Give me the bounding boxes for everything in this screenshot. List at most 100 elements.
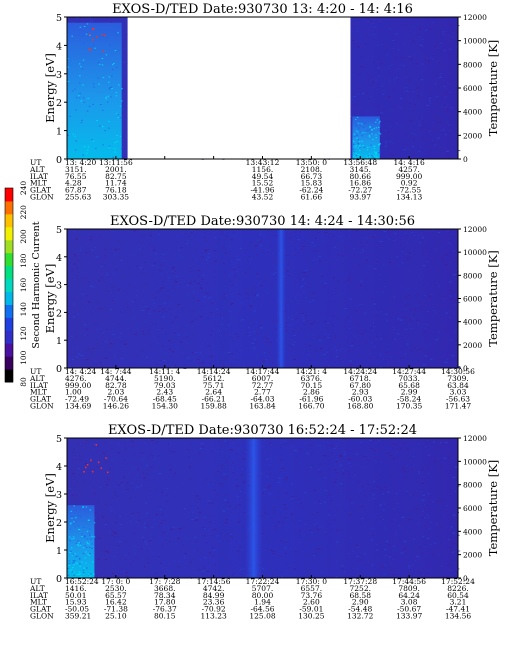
orbit-row-label: ALT xyxy=(29,584,45,593)
noise-speckle xyxy=(196,540,198,541)
enhancement-speckle xyxy=(85,33,88,35)
noise-speckle xyxy=(233,442,235,443)
high-value-speck xyxy=(86,464,89,466)
noise-speckle xyxy=(452,250,455,252)
noise-speckle xyxy=(87,233,91,235)
noise-speckle xyxy=(134,533,136,535)
enhancement-speckle xyxy=(376,119,379,121)
noise-speckle xyxy=(392,545,395,547)
orbit-value: 125.08 xyxy=(249,612,275,621)
noise-speckle xyxy=(147,329,151,331)
noise-speckle xyxy=(312,461,314,462)
noise-speckle xyxy=(147,263,150,265)
noise-speckle xyxy=(392,50,395,52)
orbit-value: 3.21 xyxy=(450,598,467,607)
noise-speckle xyxy=(310,464,313,466)
noise-speckle xyxy=(169,464,171,466)
noise-speckle xyxy=(394,61,397,63)
noise-speckle xyxy=(202,527,206,529)
noise-speckle xyxy=(453,562,456,564)
noise-speckle xyxy=(433,456,436,458)
noise-speckle xyxy=(332,325,334,327)
enhancement-speckle xyxy=(79,93,81,94)
noise-speckle xyxy=(346,440,349,441)
noise-speckle xyxy=(437,468,441,470)
y2-tick-label: 12000 xyxy=(463,13,487,22)
noise-speckle xyxy=(180,544,183,546)
noise-speckle xyxy=(438,24,441,26)
noise-speckle xyxy=(262,445,265,447)
enhancement-speckle xyxy=(72,133,75,135)
noise-speckle xyxy=(270,264,274,266)
noise-speckle xyxy=(410,328,413,330)
noise-speckle xyxy=(117,257,121,259)
noise-speckle xyxy=(146,462,149,463)
enhancement-speckle xyxy=(358,128,360,130)
noise-speckle xyxy=(146,332,149,334)
noise-speckle xyxy=(344,349,347,351)
noise-speckle xyxy=(421,128,424,130)
noise-speckle xyxy=(441,259,444,260)
noise-speckle xyxy=(401,250,404,252)
noise-speckle xyxy=(159,287,163,289)
noise-speckle xyxy=(426,352,429,354)
enhancement-speckle xyxy=(353,150,355,152)
noise-speckle xyxy=(437,232,441,234)
orbit-value: 11.74 xyxy=(105,179,127,188)
noise-speckle xyxy=(454,329,457,331)
noise-speckle xyxy=(117,289,120,291)
noise-speckle xyxy=(285,518,288,520)
noise-speckle xyxy=(255,275,259,277)
noise-speckle xyxy=(132,346,135,348)
noise-speckle xyxy=(343,326,346,327)
noise-speckle xyxy=(303,538,306,540)
noise-speckle xyxy=(150,571,154,573)
orbit-value: 75.71 xyxy=(203,381,224,390)
noise-speckle xyxy=(226,456,228,458)
noise-speckle xyxy=(427,569,429,571)
enhancement-speckle xyxy=(75,140,77,142)
noise-speckle xyxy=(281,466,283,468)
noise-speckle xyxy=(96,518,100,520)
noise-speckle xyxy=(350,466,352,467)
noise-speckle xyxy=(140,254,143,256)
colorbar-segment xyxy=(5,188,13,202)
noise-speckle xyxy=(422,364,425,366)
noise-speckle xyxy=(206,475,209,477)
noise-speckle xyxy=(293,568,297,570)
noise-speckle xyxy=(275,525,277,527)
noise-speckle xyxy=(139,361,142,363)
noise-speckle xyxy=(312,336,314,338)
noise-speckle xyxy=(159,457,161,459)
noise-speckle xyxy=(113,535,116,537)
noise-speckle xyxy=(206,438,209,440)
noise-speckle xyxy=(159,230,162,232)
noise-speckle xyxy=(148,525,151,527)
noise-speckle xyxy=(126,489,129,490)
noise-speckle xyxy=(369,481,371,483)
noise-speckle xyxy=(388,239,391,240)
noise-speckle xyxy=(155,573,159,575)
orbit-value: 14:27:44 xyxy=(392,367,426,376)
noise-speckle xyxy=(197,283,201,284)
noise-speckle xyxy=(410,136,412,138)
noise-speckle xyxy=(174,332,176,334)
noise-speckle xyxy=(440,109,443,111)
noise-speckle xyxy=(89,239,93,241)
noise-speckle xyxy=(421,103,423,105)
noise-speckle xyxy=(84,463,88,465)
noise-speckle xyxy=(451,70,454,72)
orbit-value: 14:24:24 xyxy=(343,367,377,376)
enhancement-speckle xyxy=(361,140,363,142)
noise-speckle xyxy=(114,355,116,357)
noise-speckle xyxy=(422,237,424,238)
noise-speckle xyxy=(425,346,428,348)
noise-speckle xyxy=(400,520,403,522)
noise-speckle xyxy=(309,470,311,471)
noise-speckle xyxy=(182,526,184,528)
noise-speckle xyxy=(429,290,431,292)
noise-speckle xyxy=(448,149,451,151)
noise-speckle xyxy=(72,485,74,487)
noise-speckle xyxy=(327,442,330,443)
noise-speckle xyxy=(223,272,226,274)
